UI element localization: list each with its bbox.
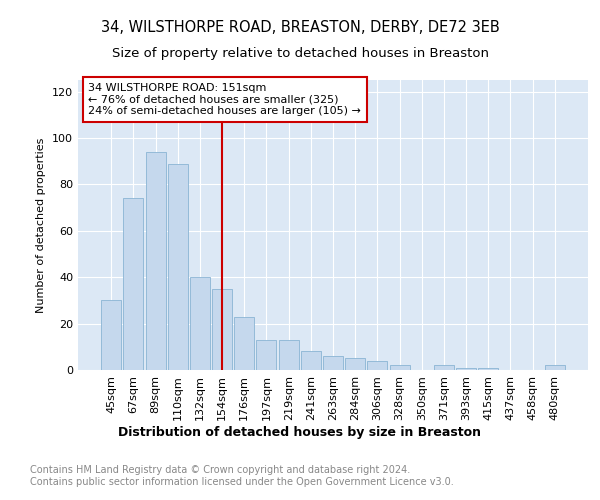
Bar [301, 352, 321, 370]
Bar [456, 368, 476, 370]
Y-axis label: Number of detached properties: Number of detached properties [37, 138, 46, 312]
Bar [234, 316, 254, 370]
Bar [478, 368, 498, 370]
Text: 34, WILSTHORPE ROAD, BREASTON, DERBY, DE72 3EB: 34, WILSTHORPE ROAD, BREASTON, DERBY, DE… [101, 20, 499, 35]
Bar [146, 152, 166, 370]
Bar [256, 340, 277, 370]
Bar [345, 358, 365, 370]
Bar [389, 366, 410, 370]
Bar [278, 340, 299, 370]
Bar [434, 366, 454, 370]
Text: Contains HM Land Registry data © Crown copyright and database right 2024.
Contai: Contains HM Land Registry data © Crown c… [30, 465, 454, 486]
Bar [545, 366, 565, 370]
Bar [323, 356, 343, 370]
Text: Distribution of detached houses by size in Breaston: Distribution of detached houses by size … [119, 426, 482, 439]
Bar [101, 300, 121, 370]
Text: Size of property relative to detached houses in Breaston: Size of property relative to detached ho… [112, 48, 488, 60]
Bar [168, 164, 188, 370]
Bar [124, 198, 143, 370]
Bar [367, 360, 388, 370]
Bar [212, 289, 232, 370]
Bar [190, 277, 210, 370]
Text: 34 WILSTHORPE ROAD: 151sqm
← 76% of detached houses are smaller (325)
24% of sem: 34 WILSTHORPE ROAD: 151sqm ← 76% of deta… [88, 83, 361, 116]
